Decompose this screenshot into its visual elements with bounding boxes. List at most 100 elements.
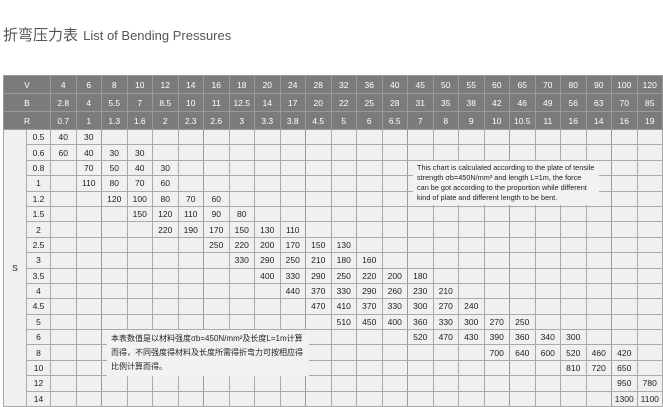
pressure-cell: 190 <box>177 221 205 238</box>
pressure-cell <box>203 313 230 331</box>
pressure-cell: 130 <box>254 221 281 238</box>
pressure-cell <box>483 390 511 407</box>
pressure-cell <box>458 375 485 392</box>
header-cell: 70 <box>534 75 562 94</box>
header-cell: 19 <box>636 111 663 130</box>
pressure-cell <box>636 359 663 377</box>
pressure-cell <box>560 375 587 392</box>
pressure-cell: 400 <box>254 267 281 284</box>
header-cell: 16 <box>611 111 638 130</box>
pressure-cell <box>305 221 332 238</box>
pressure-cell <box>177 298 205 315</box>
pressure-cell <box>458 205 485 223</box>
header-cell: 32 <box>330 75 358 94</box>
pressure-cell <box>611 175 638 192</box>
pressure-cell: 950 <box>611 375 638 392</box>
header-cell: 3.3 <box>254 111 281 130</box>
pressure-cell: 110 <box>279 221 307 238</box>
pressure-cell <box>356 344 383 361</box>
pressure-cell: 270 <box>483 313 511 331</box>
pressure-cell <box>152 282 179 300</box>
header-cell: 35 <box>432 93 460 112</box>
pressure-cell <box>254 205 281 223</box>
pressure-cell <box>330 128 358 146</box>
pressure-cell <box>381 236 409 254</box>
pressure-cell <box>75 190 103 207</box>
header-cell: 16 <box>560 111 587 130</box>
pressure-cell <box>75 390 103 407</box>
pressure-cell <box>254 313 281 331</box>
pressure-cell <box>177 313 205 331</box>
pressure-cell <box>458 344 485 361</box>
pressure-cell <box>611 329 638 346</box>
pressure-cell: 330 <box>330 282 358 300</box>
pressure-cell <box>585 252 613 269</box>
pressure-cell <box>330 221 358 238</box>
pressure-cell <box>381 175 409 192</box>
pressure-cell: 330 <box>432 313 460 331</box>
note-english: This chart is calculated according to th… <box>413 161 599 205</box>
pressure-cell <box>50 282 77 300</box>
thickness-cell: 4.5 <box>25 298 52 315</box>
pressure-cell <box>356 221 383 238</box>
pressure-cell <box>126 267 154 284</box>
pressure-cell <box>203 375 230 392</box>
pressure-cell <box>432 144 460 161</box>
pressure-cell <box>407 252 434 269</box>
header-cell: 7 <box>126 93 154 112</box>
pressure-cell <box>203 144 230 161</box>
pressure-cell: 40 <box>126 159 154 177</box>
pressure-cell <box>483 375 511 392</box>
pressure-cell: 170 <box>279 236 307 254</box>
pressure-cell: 700 <box>483 344 511 361</box>
pressure-cell <box>101 128 128 146</box>
header-cell: 31 <box>407 93 434 112</box>
pressure-cell <box>254 190 281 207</box>
pressure-cell <box>50 159 77 177</box>
pressure-cell: 210 <box>305 252 332 269</box>
pressure-cell: 30 <box>126 144 154 161</box>
table-row: 2.5 250 220 200 170 150 130 <box>4 236 663 254</box>
pressure-cell <box>126 298 154 315</box>
pressure-cell: 520 <box>407 329 434 346</box>
pressure-cell: 150 <box>305 236 332 254</box>
pressure-cell <box>305 190 332 207</box>
header-cell: 4 <box>50 75 77 94</box>
bending-pressure-table: V 4 6 8 10 12 14 16 18 20 24 28 32 36 40 45 50 55 60 65 70 80… <box>2 75 663 407</box>
pressure-cell <box>509 390 536 407</box>
table-row: 0.6 60 40 30 30 <box>4 144 663 161</box>
table-row: 1 110 80 70 60 <box>4 175 663 192</box>
pressure-cell: 290 <box>305 267 332 284</box>
thickness-cell: 5 <box>25 313 52 331</box>
pressure-cell <box>152 128 179 146</box>
header-cell: 10 <box>126 75 154 94</box>
pressure-cell: 170 <box>203 221 230 238</box>
header-cell: 2.6 <box>203 111 230 130</box>
pressure-cell <box>152 390 179 407</box>
pressure-cell: 470 <box>305 298 332 315</box>
title-en: List of Bending Pressures <box>83 28 232 43</box>
header-cell: 100 <box>611 75 638 94</box>
pressure-cell: 70 <box>126 175 154 192</box>
pressure-cell <box>560 298 587 315</box>
pressure-cell <box>228 313 256 331</box>
pressure-cell <box>483 128 511 146</box>
pressure-cell <box>203 175 230 192</box>
pressure-cell <box>611 236 638 254</box>
pressure-cell: 270 <box>432 298 460 315</box>
header-cell: 1.6 <box>126 111 154 130</box>
pressure-cell <box>203 252 230 269</box>
header-cell: 20 <box>305 93 332 112</box>
header-cell: 12.5 <box>228 93 256 112</box>
pressure-cell <box>534 252 562 269</box>
pressure-cell <box>560 221 587 238</box>
pressure-cell <box>560 205 587 223</box>
pressure-cell <box>611 190 638 207</box>
pressure-cell <box>305 144 332 161</box>
pressure-cell: 180 <box>330 252 358 269</box>
pressure-cell <box>483 267 511 284</box>
pressure-cell <box>177 252 205 269</box>
pressure-cell <box>483 298 511 315</box>
pressure-cell <box>305 329 332 346</box>
pressure-cell <box>534 375 562 392</box>
